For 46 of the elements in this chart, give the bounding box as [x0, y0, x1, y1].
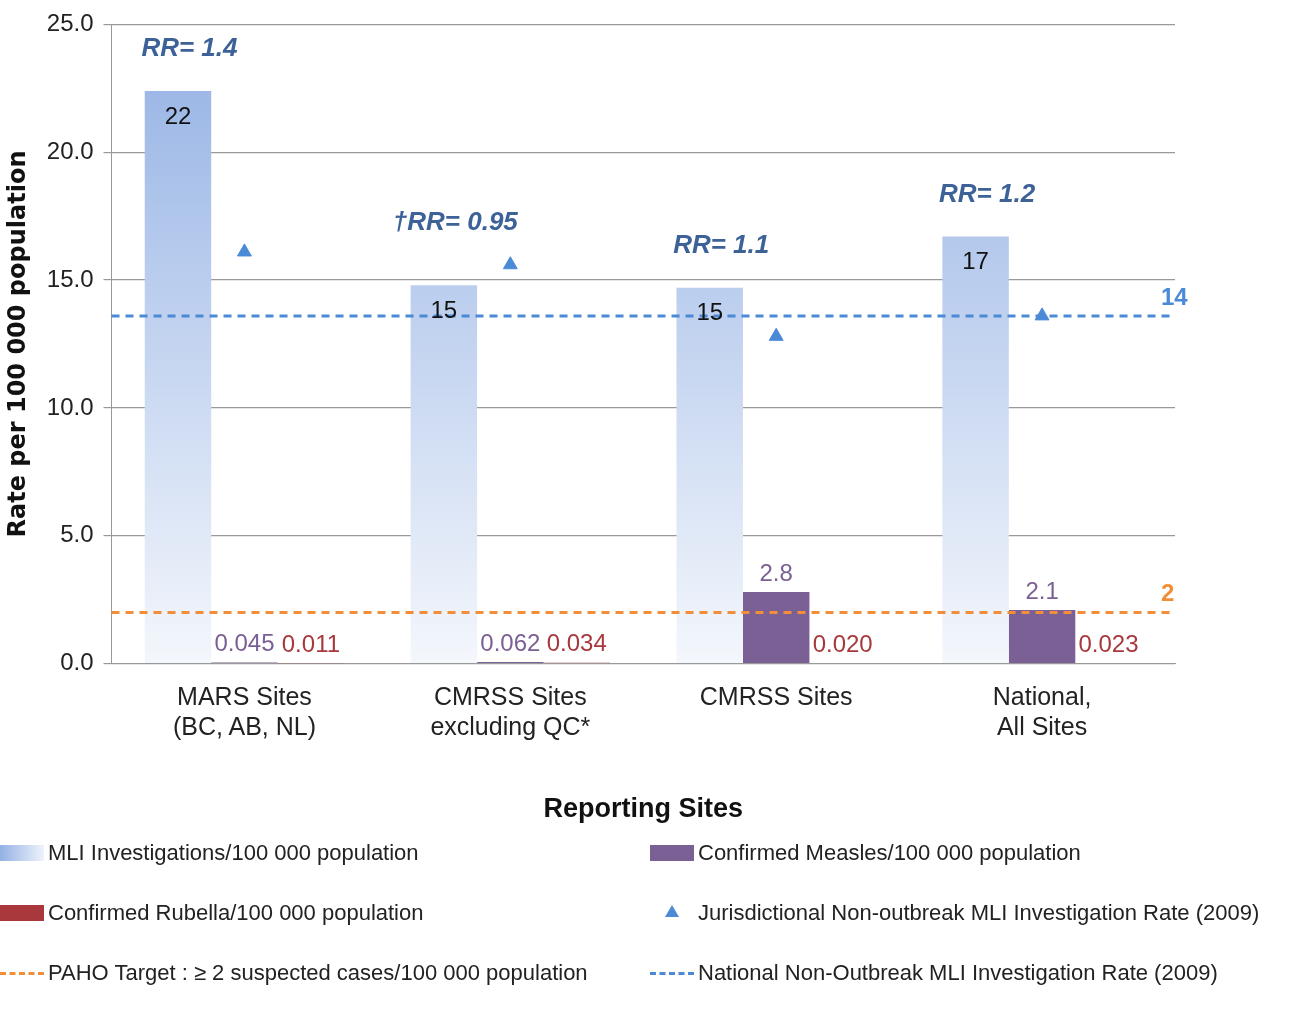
annotation: †RR= 0.95 [392, 205, 519, 236]
x-tick-label: National, All Sites [992, 682, 1092, 741]
data-label: 15 [696, 298, 724, 326]
point [768, 327, 784, 341]
legend-label: Confirmed Measles/100 000 population [698, 840, 1081, 866]
legend-label: Confirmed Rubella/100 000 population [48, 900, 424, 926]
y-tick-label: 25.0 [46, 9, 94, 37]
point [502, 256, 518, 270]
data-label: 17 [962, 247, 989, 275]
legend-label: Jurisdictional Non-outbreak MLI Investigation Rate (2009) [698, 900, 1260, 926]
bar [742, 592, 810, 663]
data-label: 0.045 [214, 629, 275, 657]
x-axis-title: Reporting Sites [543, 793, 744, 824]
legend-label: MLI Investigations/100 000 population [48, 840, 419, 866]
y-tick-label: 15.0 [46, 264, 94, 292]
data-label: 0.062 [480, 628, 541, 656]
annotation: RR= 1.4 [141, 32, 239, 63]
data-label: 22 [164, 101, 192, 129]
data-label: 0.020 [812, 629, 873, 657]
y-tick-label: 20.0 [46, 136, 94, 164]
bar [144, 90, 212, 663]
bar [410, 285, 478, 663]
annotation: 14 [1161, 282, 1189, 310]
data-label: 2.1 [1025, 576, 1059, 604]
y-tick-label: 0.0 [60, 648, 94, 676]
bar [676, 287, 743, 663]
x-tick-label: CMRSS Sites excluding QC* [430, 682, 591, 741]
y-axis-title: Rate per 100 000 population [2, 150, 31, 538]
x-tick-label: CMRSS Sites [699, 682, 853, 711]
bar [1008, 609, 1076, 663]
data-label: 0.011 [281, 629, 341, 657]
legend-label: PAHO Target : ≥ 2 suspected cases/100 000 population [48, 960, 588, 986]
data-label: 2.8 [759, 558, 793, 586]
y-tick-label: 5.0 [60, 520, 94, 548]
point [237, 243, 252, 257]
y-tick-label: 10.0 [46, 392, 94, 420]
point [1034, 307, 1050, 321]
annotation: 2 [1161, 579, 1175, 607]
annotation: RR= 1.1 [673, 228, 770, 259]
data-label: 0.034 [546, 629, 607, 657]
x-tick-label: MARS Sites (BC, AB, NL) [172, 682, 316, 741]
annotation: RR= 1.2 [939, 177, 1036, 208]
data-label: 0.023 [1078, 629, 1139, 657]
bar [942, 236, 1009, 663]
legend-label: National Non-Outbreak MLI Investigation Rate (2009) [698, 960, 1218, 986]
data-label: 15 [430, 295, 458, 323]
